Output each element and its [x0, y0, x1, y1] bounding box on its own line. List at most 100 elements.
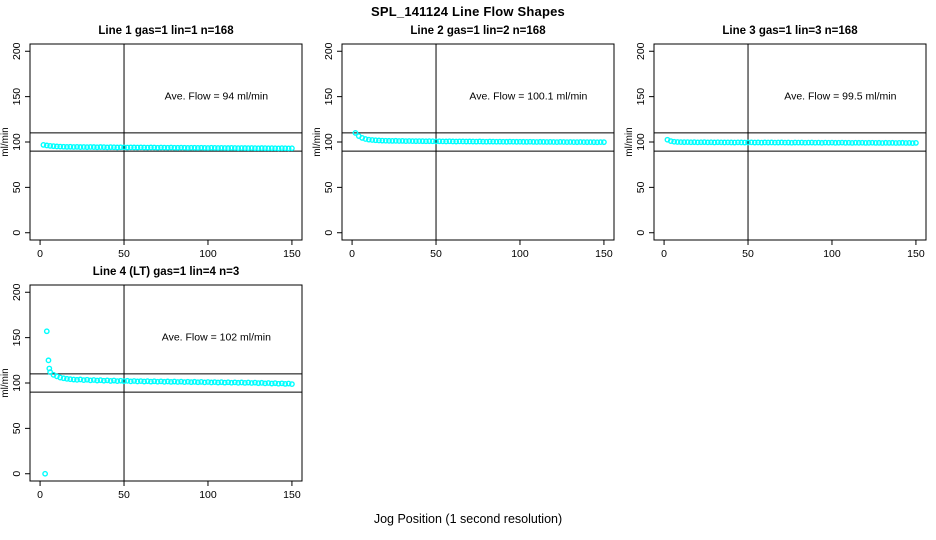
data-point [181, 144, 188, 151]
data-point [463, 138, 470, 145]
data-point [114, 378, 121, 384]
data-point [262, 145, 268, 152]
x-tick-label: 150 [907, 248, 925, 260]
data-point [258, 379, 265, 386]
data-point [67, 143, 74, 150]
data-point [80, 144, 87, 150]
data-point [154, 378, 161, 385]
data-point [815, 139, 822, 146]
data-point [812, 139, 819, 146]
subplot-line-1: Line 1 gas=1 lin=1 n=168 0 50 100 150 0 50 100 1… [0, 20, 312, 261]
data-point [667, 138, 674, 144]
data-point [60, 143, 67, 150]
data-point [587, 139, 594, 145]
x-tick-label: 100 [199, 489, 217, 501]
data-point [228, 379, 235, 386]
data-point [107, 144, 114, 151]
data-point [124, 377, 131, 384]
y-tick-label: 0 [323, 230, 335, 236]
data-point [211, 144, 218, 151]
data-point [228, 144, 235, 151]
data-point [248, 380, 255, 386]
data-point [728, 139, 735, 146]
data-point [218, 144, 225, 151]
y-tick-label: 100 [635, 133, 647, 151]
data-point [788, 139, 795, 146]
data-point [808, 139, 815, 146]
data-point [289, 145, 295, 152]
y-axis-label: ml/min [624, 127, 635, 156]
data-point [144, 144, 151, 151]
x-tick-label: 100 [511, 248, 529, 260]
ave-flow-annotation: Ave. Flow = 99.5 ml/min [784, 91, 896, 103]
data-point [889, 139, 896, 146]
data-point [879, 140, 886, 146]
data-point [245, 145, 252, 152]
data-point [45, 357, 52, 364]
data-point [137, 378, 144, 384]
data-point [691, 139, 698, 146]
data-point [258, 145, 265, 151]
data-point [127, 378, 134, 385]
data-point [755, 139, 761, 146]
data-point [449, 138, 456, 145]
data-point [459, 138, 466, 145]
data-point [134, 144, 141, 151]
data-point [178, 378, 185, 385]
data-point [42, 470, 49, 477]
data-point [708, 139, 714, 146]
data-point [141, 378, 148, 385]
data-point [369, 137, 376, 143]
data-point [913, 140, 919, 146]
data-point [765, 139, 772, 146]
data-point [100, 144, 107, 151]
data-point [238, 145, 245, 151]
data-point [574, 139, 580, 146]
data-point [560, 139, 567, 145]
data-point [389, 138, 396, 144]
data-point [758, 139, 765, 146]
data-point [164, 378, 171, 385]
data-point [198, 379, 205, 385]
data-point [255, 380, 262, 387]
data-point [188, 144, 195, 151]
data-point [205, 145, 211, 151]
data-point [265, 380, 272, 386]
data-point [517, 138, 523, 145]
data-point [869, 139, 876, 146]
data-point [439, 138, 446, 145]
data-point [184, 378, 191, 385]
data-point [40, 142, 47, 148]
data-point [53, 143, 60, 150]
data-point [359, 135, 366, 141]
data-point [862, 140, 869, 146]
data-point [473, 138, 480, 145]
x-tick-label: 0 [349, 248, 355, 260]
data-point [778, 139, 785, 146]
data-point [409, 138, 416, 144]
subplot-line-4: Line 4 (LT) gas=1 lin=4 n=3 0 50 100 150 0 50 1… [0, 261, 312, 502]
data-point [547, 139, 554, 145]
data-point [278, 380, 285, 387]
data-point [845, 139, 852, 146]
empty-cell [312, 261, 624, 502]
data-point [161, 378, 168, 385]
data-point [268, 145, 275, 152]
data-point [866, 139, 872, 146]
data-point [268, 380, 275, 387]
data-point [580, 139, 587, 145]
y-tick-label: 100 [11, 133, 23, 151]
y-tick-label: 50 [11, 181, 23, 193]
data-point [433, 138, 439, 145]
data-point [57, 374, 64, 381]
data-point [829, 139, 835, 146]
data-point [205, 379, 211, 385]
data-point [751, 139, 758, 146]
data-point [90, 377, 97, 383]
data-point [252, 145, 258, 152]
data-point [835, 139, 842, 146]
data-point [221, 145, 228, 151]
data-point [231, 145, 238, 151]
data-point [768, 139, 775, 146]
data-point [902, 140, 909, 146]
